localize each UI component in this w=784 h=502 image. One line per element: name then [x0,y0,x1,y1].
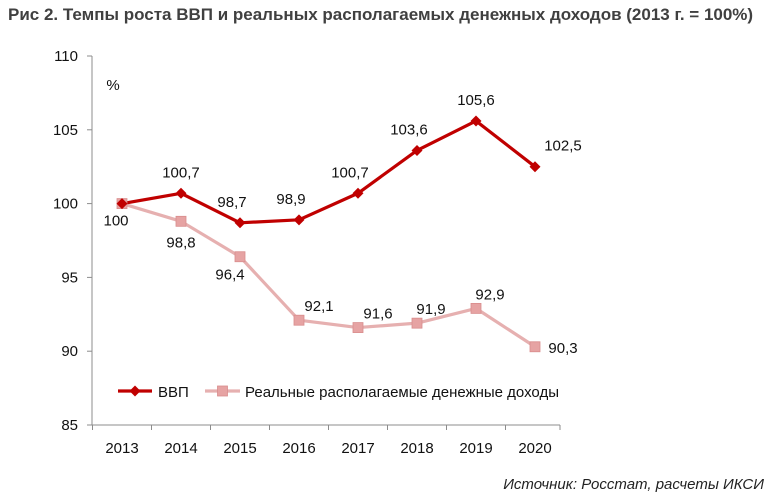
income-point-2018 [411,317,423,329]
gdp-point-2014 [175,187,187,199]
x-tick-label-2014: 2014 [164,440,197,457]
income-label-2014: 98,8 [166,234,195,251]
income-point-2014 [175,215,187,227]
x-tick-label-2017: 2017 [341,440,374,457]
x-tick-label-2018: 2018 [400,440,433,457]
x-tick-label-2020: 2020 [518,440,551,457]
income-point-2019 [470,302,482,314]
income-label-2020: 90,3 [548,340,577,357]
income-label-2017: 91,6 [363,306,392,323]
y-tick-label-85: 85 [61,417,78,434]
x-tick-label-2016: 2016 [282,440,315,457]
legend-gdp-label: ВВП [158,384,189,401]
income-label-2013: 100 [103,213,128,230]
income-point-2017 [352,322,364,333]
gdp-label-2019: 105,6 [457,92,495,109]
legend-income-marker [217,385,228,397]
y-tick-label-90: 90 [61,343,78,360]
gdp-label-2016: 98,9 [276,191,305,208]
income-label-2018: 91,9 [416,301,445,318]
axes: 85 90 95 100 105 110 2013 2014 2015 2016 2017 2018 2… [53,48,561,457]
gdp-label-2015: 98,7 [217,194,246,211]
income-point-2015 [234,251,246,263]
gdp-point-2017 [352,187,364,199]
y-tick-label-95: 95 [61,269,78,286]
gdp-point-2013 [116,198,128,210]
gdp-point-2018 [411,144,423,156]
income-label-2015: 96,4 [215,267,244,284]
x-tick-label-2015: 2015 [223,440,256,457]
y-tick-label-100: 100 [53,196,78,213]
gdp-label-2014: 100,7 [162,164,200,181]
y-axis-unit: % [106,77,119,94]
series-line-gdp [121,119,536,225]
legend-gdp-marker [129,385,141,397]
legend: ВВП Реальные располагаемые денежные доход… [118,384,559,401]
income-point-2016 [293,314,305,326]
gdp-point-2020 [529,161,541,173]
income-label-2019: 92,9 [475,286,504,303]
x-tick-label-2019: 2019 [459,440,492,457]
gdp-label-2017: 100,7 [331,164,369,181]
gdp-point-2019 [470,115,482,127]
gdp-point-2015 [234,217,246,229]
series-layer [116,115,541,353]
series-line-income [121,202,536,349]
legend-income-label: Реальные располагаемые денежные доходы [245,384,559,401]
gdp-point-2016 [293,214,305,226]
chart-title: Рис 2. Темпы роста ВВП и реальных распол… [8,5,754,24]
gdp-label-2018: 103,6 [390,121,428,138]
gdp-label-2020: 102,5 [544,138,582,155]
income-point-2020 [529,341,541,353]
y-tick-label-110: 110 [54,48,78,65]
data-labels: 100,7 98,7 98,9 100,7 103,6 105,6 102,5 100 98,8… [103,92,581,357]
y-tick-label-105: 105 [53,122,78,139]
income-label-2016: 92,1 [304,298,333,315]
x-tick-label-2013: 2013 [105,440,138,457]
source-note: Источник: Росстат, расчеты ИКСИ [503,476,764,493]
